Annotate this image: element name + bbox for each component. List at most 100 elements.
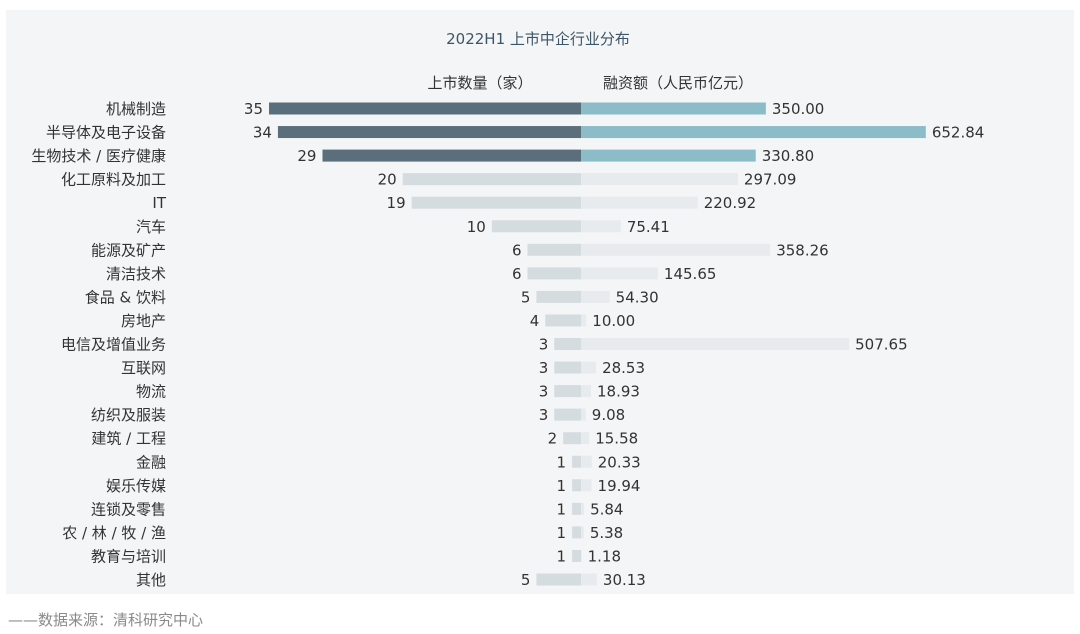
listing-count-label: 1 <box>557 500 567 518</box>
listing-count-bar <box>554 408 581 421</box>
chart-title: 2022H1 上市中企行业分布 <box>446 30 630 48</box>
listing-count-label: 3 <box>539 359 549 377</box>
category-label: 能源及矿产 <box>91 241 166 259</box>
financing-amount-label: 10.00 <box>592 312 635 330</box>
financing-amount-label: 145.65 <box>664 265 717 283</box>
financing-amount-label: 1.18 <box>588 547 621 565</box>
listing-count-bar <box>572 549 581 562</box>
chart-panel: 2022H1 上市中企行业分布 上市数量（家） 融资额（人民币亿元） 机械制造 3… <box>6 10 1074 594</box>
listing-count-bar <box>563 432 581 445</box>
financing-amount-label: 330.80 <box>762 147 815 165</box>
listing-count-bar <box>554 338 581 350</box>
listing-count-bar <box>411 196 581 209</box>
financing-amount-bar <box>581 149 756 162</box>
listing-count-bar <box>545 314 581 327</box>
financing-amount-label: 28.53 <box>602 359 645 377</box>
listing-count-bar <box>554 385 581 398</box>
financing-amount-bar <box>581 290 610 303</box>
listing-count-label: 2 <box>548 430 558 448</box>
listing-count-bar <box>572 502 581 515</box>
financing-amount-bar <box>581 455 592 468</box>
financing-amount-bar <box>581 573 597 586</box>
financing-amount-bar <box>581 408 586 421</box>
financing-amount-bar <box>581 361 597 374</box>
category-label: 其他 <box>136 571 166 589</box>
right-series-header: 融资额（人民币亿元） <box>603 74 753 92</box>
listing-count-label: 5 <box>521 288 531 306</box>
listing-count-bar <box>536 290 581 303</box>
listing-count-bar <box>554 361 581 374</box>
listing-count-bar <box>322 149 581 162</box>
category-label: 生物技术 / 医疗健康 <box>31 147 166 165</box>
financing-amount-label: 350.00 <box>772 100 825 118</box>
listing-count-bar <box>527 243 581 256</box>
category-label: 清洁技术 <box>106 265 166 283</box>
listing-count-label: 1 <box>557 547 567 565</box>
financing-amount-bar <box>581 220 621 233</box>
chart-svg: 2022H1 上市中企行业分布 上市数量（家） 融资额（人民币亿元） 机械制造 3… <box>31 30 984 589</box>
financing-amount-label: 20.33 <box>598 453 641 471</box>
financing-amount-label: 507.65 <box>855 336 908 354</box>
listing-count-label: 1 <box>557 477 567 495</box>
financing-amount-bar <box>581 196 698 209</box>
financing-amount-label: 652.84 <box>932 124 985 142</box>
listing-count-bar <box>572 479 581 492</box>
listing-count-bar <box>402 173 581 186</box>
category-label: 物流 <box>136 383 166 401</box>
financing-amount-bar <box>581 126 926 139</box>
listing-count-label: 29 <box>297 147 316 165</box>
financing-amount-label: 5.84 <box>590 500 623 518</box>
listing-count-label: 35 <box>244 100 263 118</box>
category-label: 机械制造 <box>106 100 166 118</box>
financing-amount-label: 358.26 <box>776 241 829 259</box>
category-label: 化工原料及加工 <box>61 171 166 189</box>
financing-amount-label: 297.09 <box>744 171 797 189</box>
financing-amount-label: 15.58 <box>595 430 638 448</box>
financing-amount-bar <box>581 314 587 327</box>
listing-count-label: 4 <box>530 312 540 330</box>
listing-count-bar <box>536 573 581 586</box>
left-series-header: 上市数量（家） <box>427 74 532 92</box>
category-label: 娱乐传媒 <box>106 477 166 495</box>
listing-count-bar <box>491 220 581 233</box>
category-label: 农 / 林 / 牧 / 渔 <box>62 524 166 542</box>
financing-amount-label: 220.92 <box>704 194 757 212</box>
financing-amount-bar <box>581 102 766 115</box>
financing-amount-label: 54.30 <box>616 288 659 306</box>
listing-count-bar <box>572 526 581 539</box>
financing-amount-bar <box>581 526 584 539</box>
source-note: ——数据来源：清科研究中心 <box>8 611 204 629</box>
listing-count-label: 5 <box>521 571 531 589</box>
category-label: 电信及增值业务 <box>61 336 166 354</box>
listing-count-label: 19 <box>387 194 406 212</box>
financing-amount-bar <box>581 243 771 256</box>
financing-amount-bar <box>581 479 592 492</box>
listing-count-label: 34 <box>253 124 272 142</box>
listing-count-label: 6 <box>512 265 522 283</box>
category-label: IT <box>152 194 166 212</box>
financing-amount-bar <box>581 385 591 398</box>
financing-amount-label: 5.38 <box>590 524 623 542</box>
financing-amount-label: 18.93 <box>597 383 640 401</box>
listing-count-label: 6 <box>512 241 522 259</box>
category-label: 半导体及电子设备 <box>46 124 166 142</box>
listing-count-bar <box>527 267 581 280</box>
financing-amount-bar <box>581 267 658 280</box>
financing-amount-bar <box>581 549 582 562</box>
listing-count-label: 3 <box>539 336 549 354</box>
listing-count-bar <box>269 102 581 115</box>
listing-count-label: 1 <box>557 524 567 542</box>
listing-count-label: 1 <box>557 453 567 471</box>
listing-count-label: 3 <box>539 383 549 401</box>
category-label: 汽车 <box>136 218 166 236</box>
financing-amount-label: 9.08 <box>592 406 625 424</box>
category-label: 金融 <box>136 453 166 471</box>
financing-amount-label: 30.13 <box>603 571 646 589</box>
financing-amount-bar <box>581 432 590 445</box>
financing-amount-bar <box>581 338 850 350</box>
financing-amount-label: 75.41 <box>627 218 670 236</box>
financing-amount-bar <box>581 173 738 186</box>
financing-amount-bar <box>581 502 585 515</box>
listing-count-bar <box>277 126 581 139</box>
